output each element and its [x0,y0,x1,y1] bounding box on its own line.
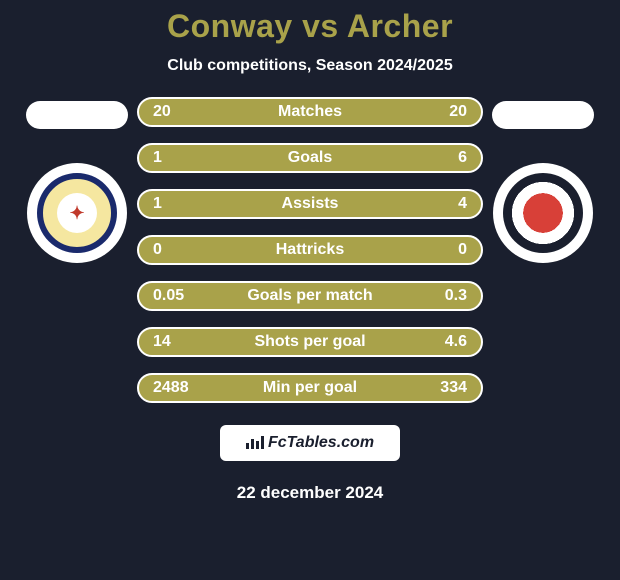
stat-label: Min per goal [195,379,425,397]
stat-label: Shots per goal [195,333,425,351]
cheltenham-badge-inner [503,173,583,253]
right-player-col [483,97,603,263]
date: 22 december 2024 [237,483,384,503]
stat-row: 1Assists4 [137,189,483,219]
stat-left-value: 0 [153,241,195,259]
stat-left-value: 0.05 [153,287,195,305]
stat-label: Assists [195,195,425,213]
watermark-text: FcTables.com [268,434,374,452]
crewe-badge-center: ✦ [57,193,97,233]
right-player-name-pill [492,101,594,129]
stat-label: Matches [195,103,425,121]
stat-left-value: 1 [153,195,195,213]
stat-left-value: 2488 [153,379,195,397]
stat-right-value: 20 [425,103,467,121]
watermark: FcTables.com [220,425,400,461]
page-title: Conway vs Archer [167,8,453,45]
stat-left-value: 1 [153,149,195,167]
comparison-card: Conway vs Archer Club competitions, Seas… [0,0,620,580]
subtitle: Club competitions, Season 2024/2025 [167,57,452,75]
stat-right-value: 4.6 [425,333,467,351]
left-club-badge: ✦ [27,163,127,263]
stat-left-value: 20 [153,103,195,121]
stat-label: Goals per match [195,287,425,305]
stat-right-value: 6 [425,149,467,167]
left-player-col: ✦ [17,97,137,263]
stat-right-value: 0 [425,241,467,259]
stat-row: 0Hattricks0 [137,235,483,265]
bar-chart-icon [246,433,264,454]
stat-row: 2488Min per goal334 [137,373,483,403]
left-player-name-pill [26,101,128,129]
stat-right-value: 334 [425,379,467,397]
stat-right-value: 4 [425,195,467,213]
main-row: ✦ 20Matches201Goals61Assists40Hattricks0… [0,97,620,403]
stat-row: 20Matches20 [137,97,483,127]
stat-row: 14Shots per goal4.6 [137,327,483,357]
stats-column: 20Matches201Goals61Assists40Hattricks00.… [137,97,483,403]
right-club-badge [493,163,593,263]
stat-label: Goals [195,149,425,167]
stat-row: 0.05Goals per match0.3 [137,281,483,311]
stat-label: Hattricks [195,241,425,259]
crewe-badge-ring: ✦ [37,173,117,253]
stat-right-value: 0.3 [425,287,467,305]
stat-row: 1Goals6 [137,143,483,173]
stat-left-value: 14 [153,333,195,351]
